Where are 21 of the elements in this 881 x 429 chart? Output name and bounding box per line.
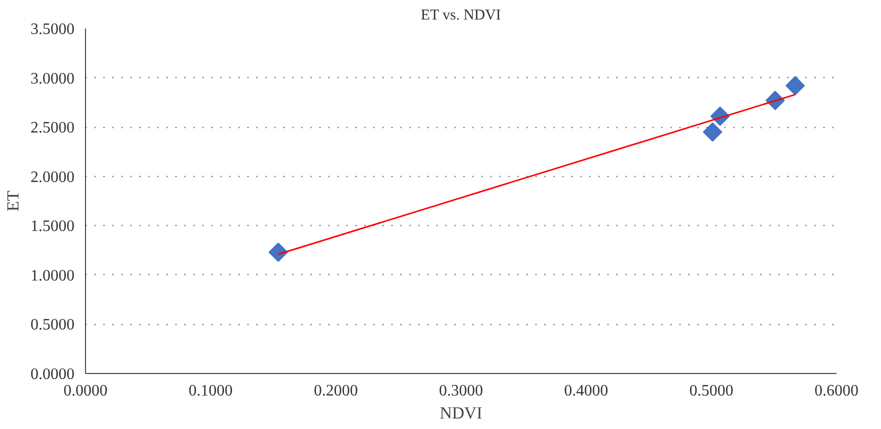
point [268, 242, 288, 262]
y-axis-title: ET [4, 190, 22, 212]
x-tick-label: 0.4000 [564, 382, 608, 400]
x-tick-label: 0.2000 [314, 382, 358, 400]
x-tick-label: 0.3000 [439, 382, 483, 400]
y-tick-label: 0.5000 [30, 316, 74, 334]
x-tick-label: 0.0000 [64, 382, 108, 400]
chart-title: ET vs. NDVI [420, 8, 501, 24]
y-tick-label: 3.5000 [30, 21, 74, 38]
y-tick-label: 3.0000 [30, 70, 74, 88]
point [702, 122, 722, 142]
y-tick-label: 1.0000 [30, 267, 74, 284]
x-tick-label: 0.5000 [689, 382, 734, 400]
x-axis-title: NDVI [440, 404, 483, 422]
point [786, 76, 805, 96]
y-tick-label: 2.0000 [30, 168, 74, 186]
x-tick-label: 0.6000 [814, 382, 858, 400]
x-tick-label: 0.1000 [188, 382, 233, 400]
y-tick-label: 0.0000 [30, 366, 74, 383]
y-tick-label: 2.5000 [30, 120, 74, 137]
y-tick-label: 1.5000 [30, 218, 74, 236]
